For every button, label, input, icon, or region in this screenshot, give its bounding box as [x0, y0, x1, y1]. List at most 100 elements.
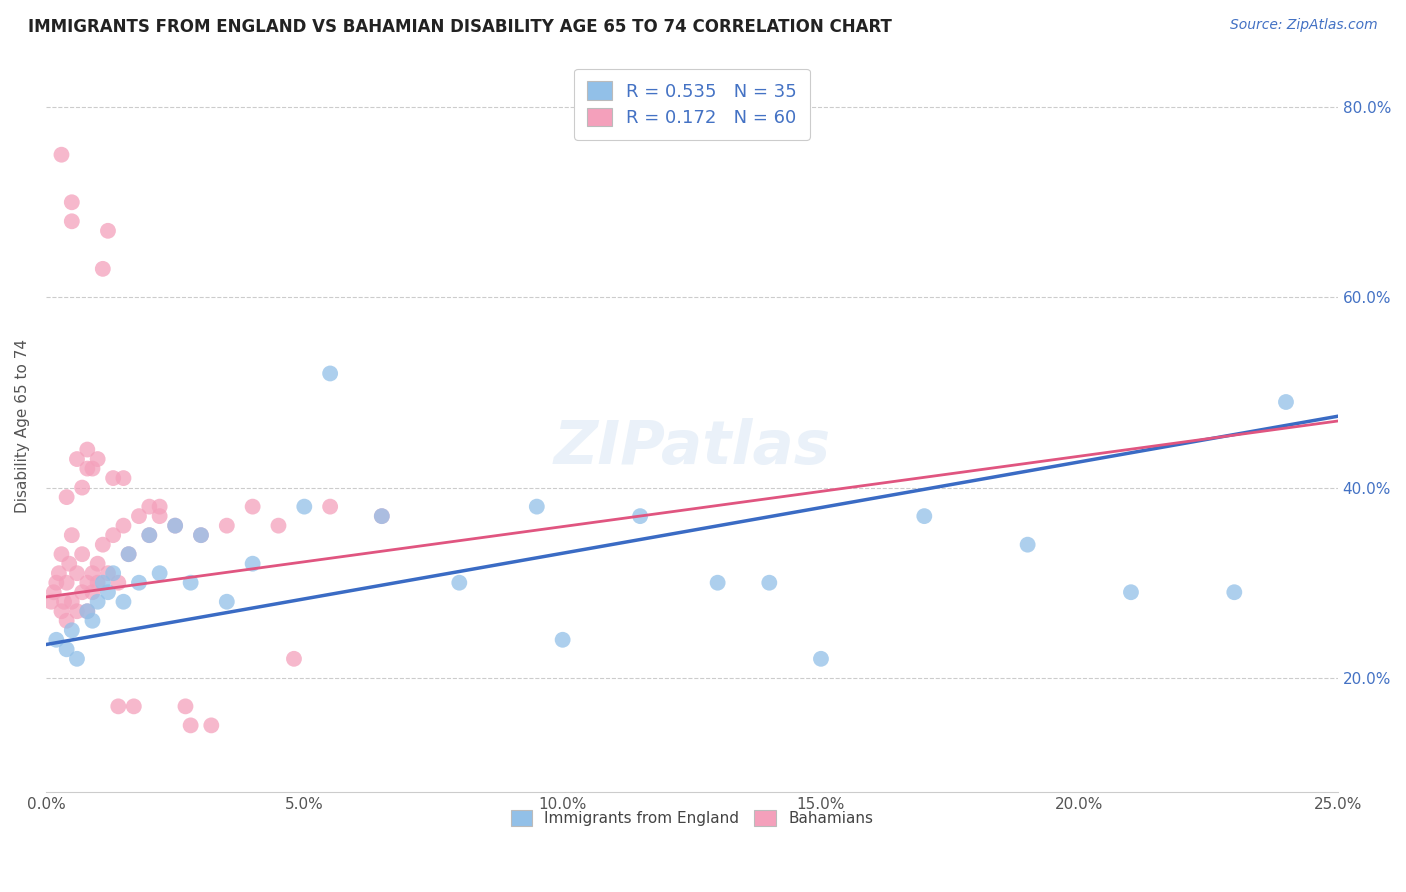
- Point: [319, 367, 342, 381]
- Point: [107, 699, 129, 714]
- Point: [165, 518, 187, 533]
- Text: IMMIGRANTS FROM ENGLAND VS BAHAMIAN DISABILITY AGE 65 TO 74 CORRELATION CHART: IMMIGRANTS FROM ENGLAND VS BAHAMIAN DISA…: [28, 18, 891, 36]
- Point: [82, 566, 104, 581]
- Point: [55, 642, 77, 657]
- Point: [86, 557, 108, 571]
- Point: [60, 195, 83, 210]
- Point: [60, 214, 83, 228]
- Y-axis label: Disability Age 65 to 74: Disability Age 65 to 74: [15, 339, 30, 513]
- Point: [180, 718, 202, 732]
- Point: [39, 595, 62, 609]
- Point: [45, 632, 67, 647]
- Point: [58, 557, 80, 571]
- Point: [60, 624, 83, 638]
- Point: [97, 585, 120, 599]
- Point: [66, 452, 89, 467]
- Legend: Immigrants from England, Bahamians: Immigrants from England, Bahamians: [502, 801, 882, 836]
- Point: [706, 575, 728, 590]
- Point: [82, 585, 104, 599]
- Point: [66, 604, 89, 618]
- Point: [51, 547, 73, 561]
- Point: [128, 575, 150, 590]
- Point: [117, 547, 139, 561]
- Point: [42, 585, 65, 599]
- Point: [165, 518, 187, 533]
- Point: [215, 595, 238, 609]
- Point: [55, 490, 77, 504]
- Point: [76, 575, 98, 590]
- Point: [174, 699, 197, 714]
- Point: [628, 509, 651, 524]
- Point: [1119, 585, 1142, 599]
- Point: [97, 224, 120, 238]
- Point: [82, 461, 104, 475]
- Point: [1223, 585, 1246, 599]
- Point: [101, 566, 124, 581]
- Point: [810, 652, 832, 666]
- Point: [242, 557, 264, 571]
- Point: [190, 528, 212, 542]
- Point: [51, 147, 73, 161]
- Point: [86, 595, 108, 609]
- Point: [86, 452, 108, 467]
- Point: [82, 614, 104, 628]
- Point: [912, 509, 935, 524]
- Point: [66, 566, 89, 581]
- Point: [122, 699, 145, 714]
- Point: [1275, 395, 1298, 409]
- Point: [138, 500, 160, 514]
- Point: [758, 575, 780, 590]
- Point: [1017, 538, 1039, 552]
- Point: [526, 500, 548, 514]
- Point: [101, 528, 124, 542]
- Point: [449, 575, 471, 590]
- Point: [200, 718, 222, 732]
- Text: ZIPatlas: ZIPatlas: [553, 418, 831, 477]
- Point: [60, 595, 83, 609]
- Point: [91, 538, 114, 552]
- Point: [76, 442, 98, 457]
- Point: [149, 500, 172, 514]
- Point: [149, 566, 172, 581]
- Point: [76, 604, 98, 618]
- Point: [107, 575, 129, 590]
- Point: [91, 261, 114, 276]
- Point: [112, 518, 135, 533]
- Point: [371, 509, 394, 524]
- Point: [112, 471, 135, 485]
- Point: [292, 500, 315, 514]
- Point: [55, 614, 77, 628]
- Point: [60, 528, 83, 542]
- Point: [66, 652, 89, 666]
- Point: [128, 509, 150, 524]
- Point: [76, 604, 98, 618]
- Point: [117, 547, 139, 561]
- Point: [70, 547, 93, 561]
- Point: [190, 528, 212, 542]
- Point: [53, 595, 76, 609]
- Point: [45, 575, 67, 590]
- Text: Source: ZipAtlas.com: Source: ZipAtlas.com: [1230, 18, 1378, 32]
- Point: [97, 566, 120, 581]
- Point: [138, 528, 160, 542]
- Point: [319, 500, 342, 514]
- Point: [112, 595, 135, 609]
- Point: [76, 461, 98, 475]
- Point: [371, 509, 394, 524]
- Point: [242, 500, 264, 514]
- Point: [180, 575, 202, 590]
- Point: [101, 471, 124, 485]
- Point: [267, 518, 290, 533]
- Point: [215, 518, 238, 533]
- Point: [86, 575, 108, 590]
- Point: [51, 604, 73, 618]
- Point: [91, 575, 114, 590]
- Point: [283, 652, 305, 666]
- Point: [48, 566, 70, 581]
- Point: [551, 632, 574, 647]
- Point: [55, 575, 77, 590]
- Point: [70, 481, 93, 495]
- Point: [138, 528, 160, 542]
- Point: [149, 509, 172, 524]
- Point: [70, 585, 93, 599]
